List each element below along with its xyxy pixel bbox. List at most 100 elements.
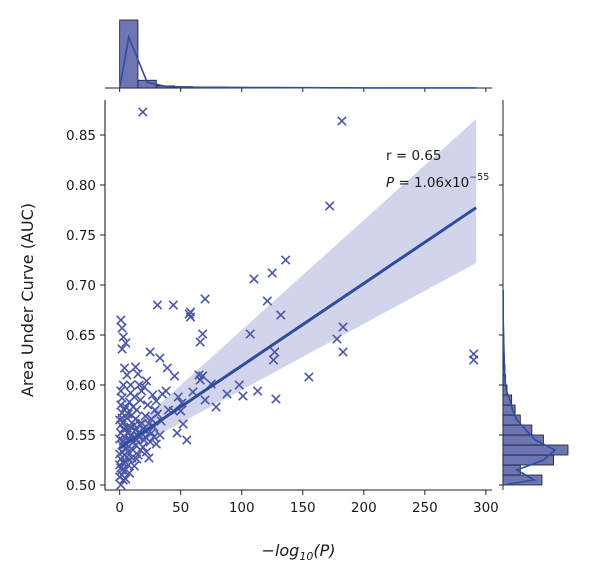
scatter-point-stroke — [151, 439, 162, 449]
scatter-point — [147, 390, 158, 400]
scatter-point-stroke — [116, 420, 126, 430]
scatter-point — [182, 435, 192, 445]
scatter-point — [280, 255, 291, 265]
scatter-point-stroke — [125, 380, 136, 390]
scatter-point-stroke — [123, 447, 133, 457]
scatter-point-stroke — [146, 428, 157, 438]
scatter-point-stroke — [129, 392, 140, 402]
scatter-point-stroke — [178, 419, 188, 429]
scatter-point-stroke — [172, 428, 182, 438]
scatter-point-stroke — [131, 435, 142, 445]
scatter-point-stroke — [267, 268, 278, 278]
scatter-point — [197, 371, 208, 381]
scatter-point — [116, 480, 126, 490]
scatter-point — [155, 353, 165, 363]
scatter-point-stroke — [127, 410, 137, 420]
x-tick-label: 150 — [290, 500, 316, 516]
scatter-point-stroke — [269, 347, 280, 357]
scatter-point-stroke — [268, 355, 279, 365]
scatter-point-stroke — [197, 371, 208, 381]
scatter-point — [117, 408, 127, 418]
scatter-point — [151, 439, 162, 449]
scatter-point — [152, 409, 163, 419]
scatter-point — [118, 475, 129, 485]
scatter-point — [222, 389, 232, 399]
scatter-point-stroke — [234, 380, 245, 390]
scatter-point-stroke — [151, 396, 162, 406]
scatter-point-stroke — [184, 309, 195, 319]
scatter-point — [262, 296, 273, 306]
scatter-point-stroke — [200, 294, 210, 304]
scatter-point — [119, 432, 130, 442]
regression-line — [118, 206, 477, 450]
scatter-point-stroke — [271, 394, 281, 404]
scatter-point-stroke — [337, 116, 347, 126]
scatter-point — [117, 465, 127, 475]
scatter-point-stroke — [338, 322, 348, 332]
scatter-point-stroke — [127, 418, 137, 428]
scatter-point-stroke — [114, 449, 125, 459]
scatter-point-stroke — [118, 380, 129, 390]
scatter-point — [120, 457, 131, 467]
scatter-point-stroke — [141, 447, 152, 457]
scatter-point — [276, 310, 286, 320]
scatter-point — [133, 450, 143, 460]
scatter-point — [145, 347, 155, 357]
scatter-point — [138, 107, 148, 117]
scatter-point-stroke — [139, 435, 149, 445]
scatter-point-stroke — [144, 453, 154, 463]
x-axis-title-pre: −log — [262, 541, 300, 560]
scatter-point — [162, 363, 173, 373]
scatter-point — [178, 419, 188, 429]
scatter-point-stroke — [120, 338, 131, 348]
scatter-point — [271, 394, 281, 404]
scatter-point-stroke — [304, 372, 314, 382]
scatter-point-stroke — [145, 347, 155, 357]
scatter-point — [141, 447, 152, 457]
scatter-point-stroke — [238, 391, 248, 401]
scatter-point — [125, 380, 136, 390]
scatter-point-stroke — [168, 300, 179, 310]
scatter-point-stroke — [138, 107, 148, 117]
scatter-points — [114, 107, 479, 490]
right-hist-bar — [502, 474, 543, 486]
scatter-point-stroke — [280, 255, 291, 265]
scatter-point-stroke — [135, 395, 146, 405]
p-value-symbol: P — [386, 175, 395, 191]
scatter-point — [184, 309, 195, 319]
scatter-point — [172, 428, 182, 438]
scatter-point — [117, 323, 127, 333]
scatter-point-stroke — [114, 434, 125, 444]
scatter-point-stroke — [195, 337, 205, 347]
scatter-point-stroke — [114, 460, 125, 470]
scatter-point-stroke — [117, 344, 127, 354]
scatter-point-stroke — [152, 300, 163, 310]
scatter-point-stroke — [162, 363, 173, 373]
scatter-point-stroke — [262, 296, 273, 306]
scatter-point-stroke — [134, 427, 144, 437]
scatter-point — [269, 347, 280, 357]
p-value-number: = 1.06x10 — [394, 175, 469, 191]
scatter-point — [118, 332, 129, 342]
x-axis-title-sub: 10 — [299, 550, 313, 563]
confidence-band — [119, 119, 477, 456]
scatter-point-stroke — [245, 329, 256, 339]
right-kde-curve — [502, 290, 557, 486]
scatter-point — [332, 334, 342, 344]
scatter-point — [122, 370, 132, 380]
scatter-point — [136, 386, 147, 396]
scatter-point — [188, 387, 198, 397]
right-hist-bar — [502, 444, 569, 456]
right-hist-bar — [502, 424, 533, 436]
scatter-point-stroke — [127, 453, 137, 463]
right-hist-bar — [502, 454, 554, 466]
scatter-point — [130, 362, 141, 372]
scatter-point-stroke — [163, 405, 174, 415]
correlation-annotation: r = 0.65 — [386, 148, 442, 164]
scatter-point-stroke — [116, 315, 126, 325]
y-tick-label: 0.55 — [66, 428, 96, 444]
scatter-point — [155, 430, 165, 440]
scatter-point-stroke — [169, 371, 180, 381]
y-tick-label: 0.60 — [66, 378, 96, 394]
top-hist-bar — [119, 19, 139, 89]
